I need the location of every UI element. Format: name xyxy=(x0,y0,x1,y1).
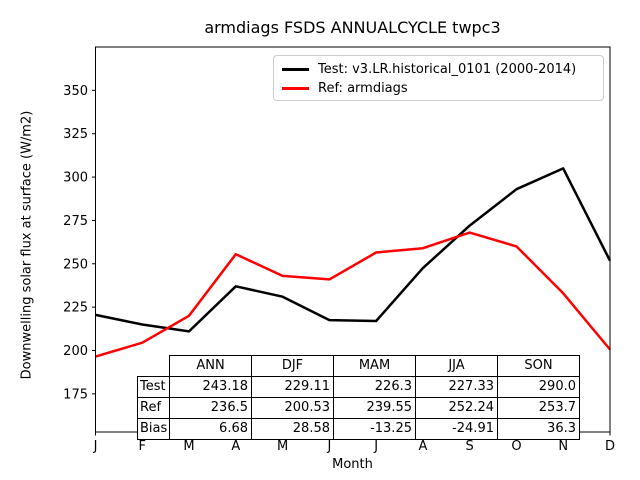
y-tick-label: 200 xyxy=(63,344,88,359)
table-col-son: SON xyxy=(497,355,580,377)
table-col-mam: MAM xyxy=(333,355,416,377)
x-axis-label: Month xyxy=(332,457,373,472)
table-row-test: Test 243.18 229.11 226.3 227.33 290.0 xyxy=(137,375,580,398)
stats-table: ANN DJF MAM JJA SON Test 243.18 229.11 2… xyxy=(137,355,580,440)
table-header-row: ANN DJF MAM JJA SON xyxy=(138,355,580,377)
cell-ref-son: 253.7 xyxy=(497,396,580,419)
cell-ref-ann: 236.5 xyxy=(169,396,252,419)
x-tick-label: S xyxy=(466,439,474,454)
ref-line xyxy=(95,231,611,358)
row-label-ref: Ref xyxy=(137,396,170,419)
legend-entry-test: Test: v3.LR.historical_0101 (2000-2014) xyxy=(282,60,595,79)
x-tick-label: J xyxy=(373,439,378,454)
row-label-bias: Bias xyxy=(137,417,170,440)
x-tick-label: A xyxy=(231,439,240,454)
cell-bias-djf: 28.58 xyxy=(251,417,334,440)
cell-ref-jja: 252.24 xyxy=(415,396,498,419)
test-line xyxy=(95,167,612,333)
cell-bias-son: 36.3 xyxy=(497,417,580,440)
legend-label-ref: Ref: armdiags xyxy=(318,81,408,96)
x-tick-label: A xyxy=(418,439,427,454)
cell-ref-djf: 200.53 xyxy=(251,396,334,419)
x-tick-label: O xyxy=(511,439,521,454)
cell-test-son: 290.0 xyxy=(497,375,580,398)
y-axis-label: Downwelling solar flux at surface (W/m2) xyxy=(19,110,35,380)
cell-bias-jja: -24.91 xyxy=(415,417,498,440)
chart-title: armdiags FSDS ANNUALCYCLE twpc3 xyxy=(204,18,501,37)
cell-bias-mam: -13.25 xyxy=(333,417,416,440)
cell-test-jja: 227.33 xyxy=(415,375,498,398)
table-col-jja: JJA xyxy=(415,355,498,377)
x-tick-label: M xyxy=(183,439,194,454)
ref-line-swatch xyxy=(282,87,309,90)
cell-ref-mam: 239.55 xyxy=(333,396,416,419)
table-row-ref: Ref 236.5 200.53 239.55 252.24 253.7 xyxy=(137,396,580,419)
x-tick-label: F xyxy=(139,439,146,454)
row-label-test: Test xyxy=(137,375,170,398)
y-tick-label: 225 xyxy=(63,301,88,316)
legend-entry-ref: Ref: armdiags xyxy=(282,79,595,98)
y-tick-label: 175 xyxy=(63,387,88,402)
test-line-swatch xyxy=(282,68,309,71)
x-tick-label: J xyxy=(326,439,331,454)
y-tick-label: 300 xyxy=(63,171,88,186)
table-blank-cell xyxy=(138,356,170,377)
legend: Test: v3.LR.historical_0101 (2000-2014) … xyxy=(273,55,604,101)
y-tick-label: 275 xyxy=(63,214,88,229)
cell-bias-ann: 6.68 xyxy=(169,417,252,440)
legend-label-test: Test: v3.LR.historical_0101 (2000-2014) xyxy=(318,62,577,77)
x-tick-label: N xyxy=(558,439,568,454)
x-tick-label: D xyxy=(605,439,615,454)
y-tick-label: 350 xyxy=(63,84,88,99)
cell-test-ann: 243.18 xyxy=(169,375,252,398)
table-row-bias: Bias 6.68 28.58 -13.25 -24.91 36.3 xyxy=(137,417,580,440)
y-tick-label: 250 xyxy=(63,257,88,272)
cell-test-mam: 226.3 xyxy=(333,375,416,398)
cell-test-djf: 229.11 xyxy=(251,375,334,398)
y-tick-label: 325 xyxy=(63,127,88,142)
table-col-djf: DJF xyxy=(251,355,334,377)
x-tick-label: M xyxy=(277,439,288,454)
table-col-ann: ANN xyxy=(169,355,252,377)
x-tick-label: J xyxy=(93,439,98,454)
